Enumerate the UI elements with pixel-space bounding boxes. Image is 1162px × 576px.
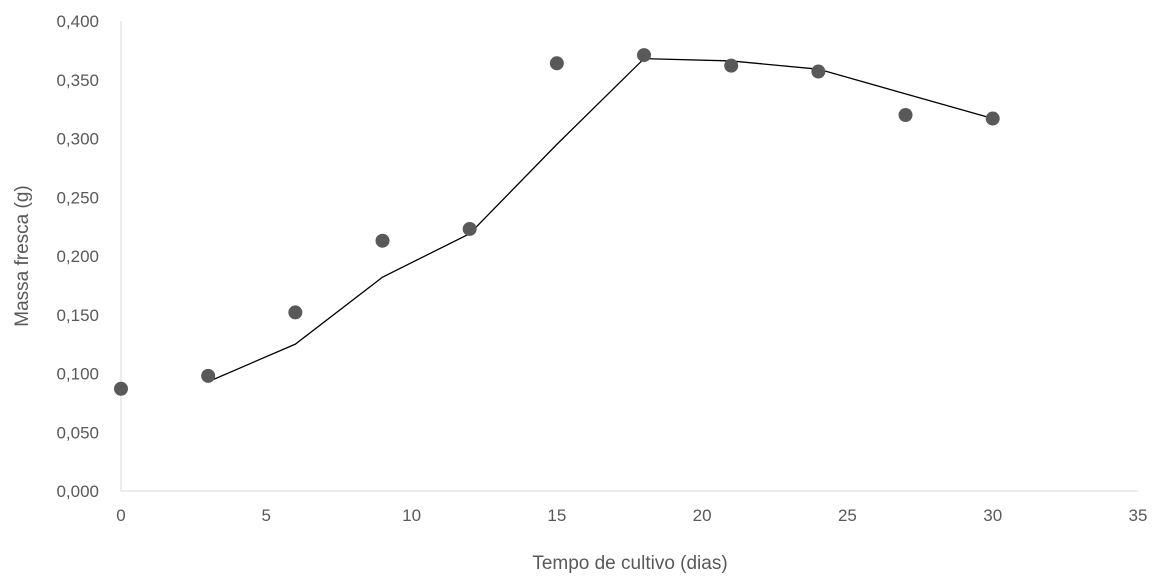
x-tick-label: 20 [693,506,712,525]
data-point [637,48,652,63]
x-tick-labels: 0 5 10 15 20 25 30 35 [116,506,1147,525]
data-point [375,233,390,248]
data-points-group [114,48,1000,396]
data-point [898,108,913,122]
y-tick-label: 0,200 [56,247,99,266]
x-tick-label: 35 [1129,506,1148,525]
x-tick-label: 15 [547,506,566,525]
y-tick-label: 0,000 [56,482,99,501]
x-tick-label: 10 [402,506,421,525]
data-point [811,64,826,79]
y-tick-label: 0,100 [56,365,99,384]
trend-line [207,57,993,383]
data-point [288,305,303,320]
y-tick-label: 0,250 [56,188,99,207]
y-tick-label: 0,400 [56,12,99,31]
y-tick-label: 0,050 [56,423,99,442]
y-tick-label: 0,300 [56,130,99,149]
data-point [114,381,128,396]
data-point [724,58,739,73]
data-point [985,111,1000,126]
x-axis-title: Tempo de cultivo (dias) [532,553,727,574]
y-tick-label: 0,150 [56,306,99,325]
y-tick-labels: 0,000 0,050 0,100 0,150 0,200 0,250 0,300 0,350… [56,12,99,501]
x-tick-label: 5 [262,506,271,525]
y-tick-label: 0,350 [56,71,99,90]
data-point [549,56,564,71]
x-tick-label: 0 [116,506,125,525]
data-point [201,368,216,383]
data-point [462,221,477,236]
x-tick-label: 25 [838,506,857,525]
y-axis-title: Massa fresca (g) [12,185,33,326]
trend-line-group [207,57,993,383]
x-tick-label: 30 [983,506,1002,525]
